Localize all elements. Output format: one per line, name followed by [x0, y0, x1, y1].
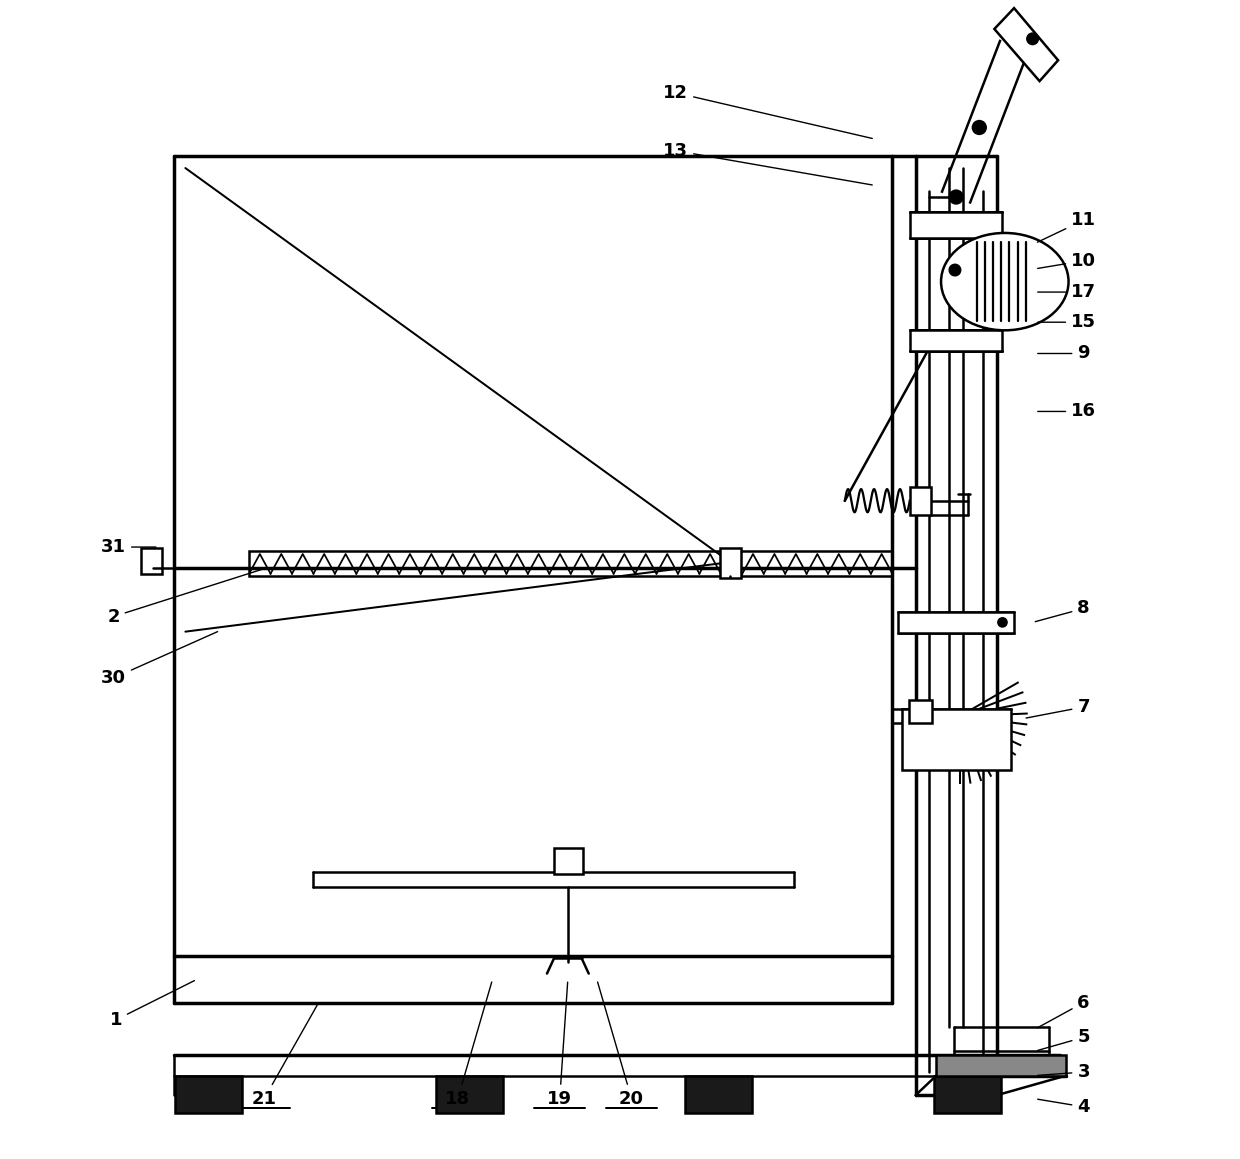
Bar	[435, 1076, 503, 1113]
Circle shape	[949, 190, 963, 204]
Text: 31: 31	[100, 538, 156, 556]
Bar	[909, 700, 931, 723]
Text: 8: 8	[1035, 599, 1090, 621]
Text: 11: 11	[1038, 211, 1096, 242]
Bar	[910, 330, 1002, 351]
Text: 7: 7	[1025, 698, 1090, 719]
Text: 30: 30	[100, 632, 217, 687]
Bar	[175, 1076, 242, 1113]
Ellipse shape	[941, 233, 1069, 330]
Text: 15: 15	[1038, 313, 1096, 331]
Circle shape	[949, 264, 961, 276]
Text: 21: 21	[252, 1005, 317, 1108]
Circle shape	[1027, 32, 1038, 44]
Text: 16: 16	[1038, 402, 1096, 421]
Bar	[901, 709, 1011, 770]
Text: 18: 18	[445, 982, 492, 1108]
Bar	[141, 548, 162, 574]
Polygon shape	[994, 8, 1058, 81]
Bar	[719, 548, 740, 578]
Bar	[936, 1055, 1066, 1076]
Bar	[249, 551, 893, 576]
Text: 6: 6	[1038, 993, 1090, 1028]
Bar	[934, 1076, 1002, 1113]
Circle shape	[972, 121, 986, 134]
Circle shape	[998, 618, 1007, 627]
Bar	[910, 212, 1002, 238]
Text: 3: 3	[1038, 1063, 1090, 1081]
Text: 2: 2	[108, 569, 264, 626]
Text: 17: 17	[1038, 283, 1096, 301]
Text: 1: 1	[109, 981, 195, 1029]
Text: 5: 5	[1038, 1028, 1090, 1050]
Bar	[554, 848, 583, 874]
Text: 10: 10	[1038, 252, 1096, 270]
Bar	[910, 487, 930, 515]
Text: 9: 9	[1038, 344, 1090, 363]
Text: 12: 12	[663, 83, 872, 138]
Text: 20: 20	[598, 982, 644, 1108]
Text: 13: 13	[663, 141, 872, 185]
Text: 4: 4	[1038, 1098, 1090, 1116]
Text: 19: 19	[547, 982, 572, 1108]
Bar	[684, 1076, 753, 1113]
Bar	[898, 612, 1014, 633]
